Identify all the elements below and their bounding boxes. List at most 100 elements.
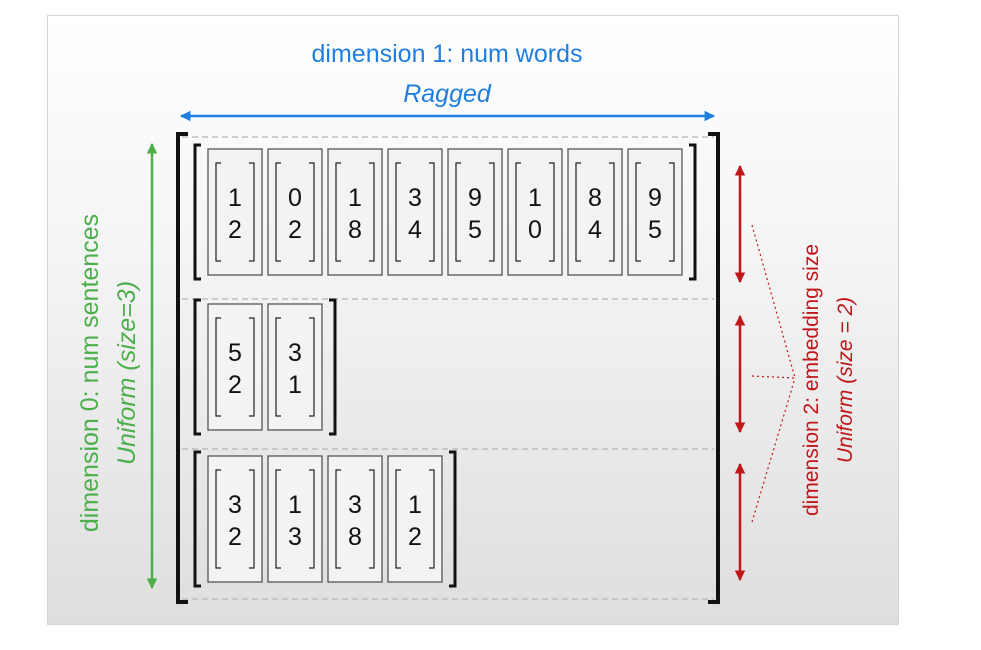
- vector-bracket-right: [309, 469, 315, 569]
- word-vector: 34: [387, 148, 443, 276]
- embedding-value: 9: [468, 184, 482, 212]
- embedding-value: 2: [288, 216, 302, 244]
- embedding-value: 5: [468, 216, 482, 244]
- vector-bracket-right: [429, 469, 435, 569]
- word-box: [387, 148, 443, 276]
- vector-bracket-right: [609, 162, 615, 262]
- embedding-value: 3: [288, 339, 302, 367]
- embedding-value: 1: [228, 184, 242, 212]
- vector-bracket-right: [309, 162, 315, 262]
- dimension-1-label: dimension 1: num words: [312, 40, 583, 68]
- vector-bracket-left: [635, 162, 641, 262]
- word-vector: 32: [207, 455, 263, 583]
- embedding-value: 4: [588, 216, 602, 244]
- embedding-value: 8: [588, 184, 602, 212]
- dimension-2-sublabel: Uniform (size = 2): [834, 297, 857, 463]
- embedding-value: 2: [228, 523, 242, 551]
- word-vector: 10: [507, 148, 563, 276]
- vector-bracket-right: [309, 317, 315, 417]
- outer-bracket-right: [708, 132, 720, 604]
- vector-bracket-left: [455, 162, 461, 262]
- word-vector: 95: [447, 148, 503, 276]
- embedding-value: 0: [288, 184, 302, 212]
- vector-bracket-right: [549, 162, 555, 262]
- embedding-value: 3: [288, 523, 302, 551]
- word-box: [447, 148, 503, 276]
- dimension-2-connector: [751, 375, 796, 379]
- vector-bracket-left: [395, 162, 401, 262]
- word-box: [387, 455, 443, 583]
- word-vector: 13: [267, 455, 323, 583]
- word-box: [207, 148, 263, 276]
- word-box: [267, 148, 323, 276]
- embedding-value: 5: [228, 339, 242, 367]
- sentence-bracket-right: [689, 143, 697, 281]
- vector-bracket-left: [335, 469, 341, 569]
- word-vector: 31: [267, 303, 323, 431]
- word-box: [327, 455, 383, 583]
- dimension-2-connector: [751, 224, 796, 379]
- vector-bracket-left: [275, 317, 281, 417]
- sentence-bracket-right: [449, 450, 457, 588]
- embedding-value: 3: [348, 491, 362, 519]
- word-vector: 02: [267, 148, 323, 276]
- vector-bracket-right: [369, 469, 375, 569]
- dimension-2-connector: [751, 377, 796, 523]
- embedding-value: 5: [648, 216, 662, 244]
- word-box: [507, 148, 563, 276]
- vector-bracket-right: [249, 317, 255, 417]
- embedding-value: 2: [228, 216, 242, 244]
- word-vector: 95: [627, 148, 683, 276]
- dimension-0-label: dimension 0: num sentences: [76, 214, 104, 532]
- vector-bracket-left: [215, 162, 221, 262]
- embedding-value: 1: [288, 491, 302, 519]
- vector-bracket-left: [215, 317, 221, 417]
- word-box: [207, 455, 263, 583]
- word-box: [207, 303, 263, 431]
- vector-bracket-right: [369, 162, 375, 262]
- dimension-1-sublabel: Ragged: [403, 80, 492, 108]
- embedding-value: 4: [408, 216, 422, 244]
- word-vector: 12: [207, 148, 263, 276]
- embedding-value: 1: [528, 184, 542, 212]
- word-vector: 18: [327, 148, 383, 276]
- embedding-value: 1: [288, 371, 302, 399]
- embedding-value: 9: [648, 184, 662, 212]
- word-vector: 52: [207, 303, 263, 431]
- outer-bracket-left: [176, 132, 188, 604]
- dimension-2-label: dimension 2: embedding size: [800, 244, 823, 516]
- vector-bracket-left: [275, 162, 281, 262]
- word-box: [567, 148, 623, 276]
- vector-bracket-right: [429, 162, 435, 262]
- sentence-bracket-left: [193, 450, 201, 588]
- vector-bracket-left: [515, 162, 521, 262]
- embedding-value: 8: [348, 523, 362, 551]
- vector-bracket-right: [489, 162, 495, 262]
- embedding-value: 0: [528, 216, 542, 244]
- vector-bracket-left: [335, 162, 341, 262]
- word-box: [327, 148, 383, 276]
- word-vector: 12: [387, 455, 443, 583]
- embedding-value: 8: [348, 216, 362, 244]
- word-box: [627, 148, 683, 276]
- vector-bracket-left: [575, 162, 581, 262]
- embedding-value: 1: [348, 184, 362, 212]
- sentence-bracket-right: [329, 298, 337, 436]
- vector-bracket-left: [395, 469, 401, 569]
- word-box: [267, 455, 323, 583]
- embedding-value: 3: [408, 184, 422, 212]
- embedding-value: 2: [228, 371, 242, 399]
- sentence-bracket-left: [193, 298, 201, 436]
- vector-bracket-left: [215, 469, 221, 569]
- dimension-0-sublabel: Uniform (size=3): [113, 281, 141, 465]
- vector-bracket-left: [275, 469, 281, 569]
- sentence-bracket-left: [193, 143, 201, 281]
- embedding-value: 3: [228, 491, 242, 519]
- vector-bracket-right: [249, 162, 255, 262]
- embedding-value: 2: [408, 523, 422, 551]
- vector-bracket-right: [249, 469, 255, 569]
- word-vector: 84: [567, 148, 623, 276]
